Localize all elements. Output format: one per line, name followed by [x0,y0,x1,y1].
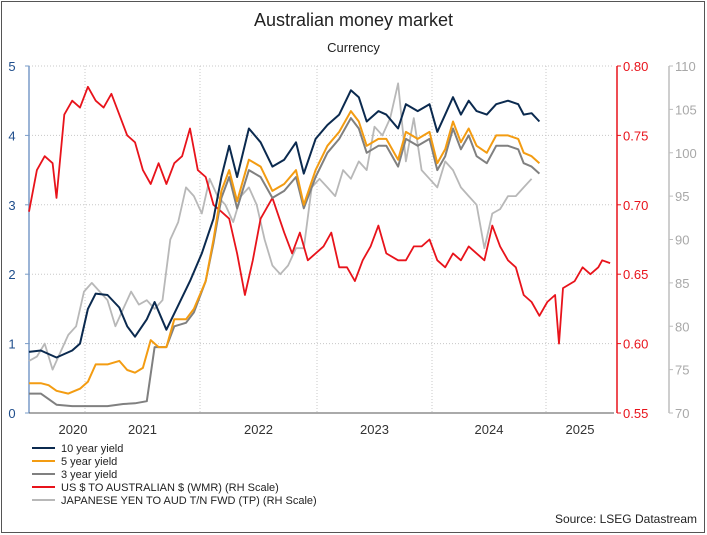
left-tick-label: 1 [8,337,15,352]
chart-source: Source: LSEG Datastream [554,512,697,526]
legend-item-5-year: 5 year yield [32,456,117,469]
legend-item-3-year: 3 year yield [32,469,117,482]
legend-label: 3 year yield [61,469,118,481]
left-tick-label: 3 [8,198,15,213]
legend-swatch [32,473,55,476]
left-tick-label: 2 [8,267,15,282]
red-tick-label: 0.70 [623,198,648,213]
gray-tick-label: 95 [675,189,689,204]
x-tick-label: 2021 [128,422,157,437]
gray-tick-label: 90 [675,233,689,248]
gray-tick-label: 100 [675,146,697,161]
x-tick-label: 2024 [475,422,504,437]
legend-label: 5 year yield [61,456,118,468]
legend-swatch [32,447,55,450]
legend-label: JAPANESE YEN TO AUD T/N FWD (TP) (RH Sca… [61,495,317,507]
gray-tick-label: 105 [675,102,697,117]
legend-swatch [32,499,55,502]
red-tick-label: 0.80 [623,59,648,74]
legend-item-usd-aud: US $ TO AUSTRALIAN $ (WMR) (RH Scale) [32,482,279,495]
gray-tick-label: 85 [675,276,689,291]
legend-item-jpy-aud: JAPANESE YEN TO AUD T/N FWD (TP) (RH Sca… [32,495,317,508]
x-tick-label: 2020 [59,422,88,437]
series-10-year [28,89,541,359]
red-tick-label: 0.60 [623,337,648,352]
gray-tick-label: 70 [675,406,689,421]
chart-title: Australian money market [253,10,454,30]
red-tick-label: 0.75 [623,128,648,143]
legend-swatch [32,460,55,463]
legend-label: US $ TO AUSTRALIAN $ (WMR) (RH Scale) [61,482,279,494]
legend-swatch [32,486,55,489]
series-5-year [29,110,541,395]
left-tick-label: 5 [8,59,15,74]
series-jpy-aud [28,82,533,371]
series-3-year [29,117,541,408]
series-usd-aud [28,85,611,345]
legend-item-10-year: 10 year yield [32,443,123,456]
x-tick-label: 2023 [360,422,389,437]
x-tick-label: 2025 [566,422,595,437]
legend-label: 10 year yield [61,443,124,455]
gray-tick-label: 80 [675,319,689,334]
gray-tick-label: 75 [675,363,689,378]
red-tick-label: 0.65 [623,267,648,282]
red-tick-label: 0.55 [623,406,648,421]
gray-tick-label: 110 [675,59,696,74]
chart-subtitle: Currency [327,40,380,55]
x-tick-label: 2022 [244,422,273,437]
left-tick-label: 0 [8,406,15,421]
left-tick-label: 4 [8,128,15,143]
